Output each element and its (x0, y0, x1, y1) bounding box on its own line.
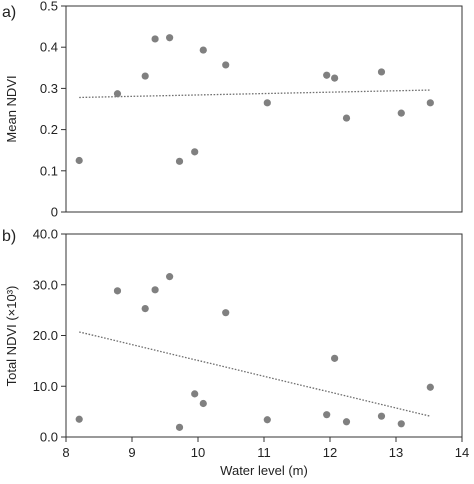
data-point (263, 99, 271, 107)
data-point (323, 71, 331, 79)
y-tick-label: 0.0 (40, 430, 58, 445)
points-b (75, 273, 434, 431)
y-ticks-a: 0 0.1 0.2 0.3 0.4 0.5 (40, 0, 66, 220)
plot-frame-b (65, 233, 463, 438)
y-tick-label: 0.5 (40, 0, 58, 14)
data-point (199, 399, 207, 408)
data-point (222, 309, 230, 317)
x-ticks-b: 8 9 10 11 12 13 14 (62, 437, 469, 460)
data-point (377, 68, 386, 76)
y-axis-label-b: Total NDVI (×10³) (4, 286, 19, 387)
data-point (166, 34, 174, 42)
y-tick-label: 0.2 (40, 122, 58, 137)
data-point (141, 305, 149, 313)
y-tick-label: 20.0 (33, 328, 58, 343)
trend-line (79, 89, 431, 99)
x-tick-label: 11 (257, 445, 271, 460)
data-point (191, 390, 199, 398)
y-ticks-b: 0.0 10.0 20.0 30.0 40.0 (33, 227, 66, 445)
trend-line (79, 331, 431, 417)
data-point (263, 416, 271, 424)
data-point (151, 286, 159, 294)
x-tick-label: 8 (62, 445, 69, 460)
y-tick-label: 40.0 (33, 227, 58, 242)
data-point (175, 423, 184, 431)
data-point (426, 99, 434, 107)
data-point (75, 415, 83, 423)
x-tick-label: 9 (128, 445, 135, 460)
data-point (331, 354, 339, 362)
data-point (323, 411, 331, 419)
data-point (113, 90, 122, 98)
panel-label-a: a) (2, 4, 16, 21)
data-point (175, 157, 184, 165)
x-tick-label: 10 (191, 445, 205, 460)
y-axis-label-a: Mean NDVI (4, 75, 19, 142)
y-tick-label: 0 (51, 205, 58, 220)
points-a (75, 34, 434, 165)
plot-frame-a (65, 5, 463, 213)
panel-b-total-ndvi: b) Total NDVI (×10³) 0.0 10.0 20.0 30.0 40.0… (2, 227, 469, 479)
data-point (113, 287, 122, 295)
data-point (141, 72, 149, 80)
y-tick-label: 0.4 (40, 40, 58, 55)
trendline-a (79, 89, 431, 99)
y-tick-label: 10.0 (33, 379, 58, 394)
data-point (222, 61, 230, 69)
x-tick-label: 12 (323, 445, 337, 460)
y-tick-label: 0.3 (40, 81, 58, 96)
x-axis-label: Water level (m) (220, 463, 308, 478)
y-tick-label: 0.1 (40, 163, 58, 178)
data-point (331, 74, 339, 82)
y-tick-label: 30.0 (33, 277, 58, 292)
x-tick-label: 13 (389, 445, 403, 460)
data-point (397, 109, 405, 117)
data-point (397, 420, 405, 428)
x-tick-label: 14 (455, 445, 469, 460)
data-point (151, 35, 159, 43)
panel-label-b: b) (2, 228, 16, 245)
panel-a-mean-ndvi: a) Mean NDVI 0 0.1 0.2 0.3 0.4 0.5 (2, 0, 463, 220)
data-point (166, 273, 174, 281)
data-point (75, 156, 83, 165)
data-point (426, 383, 434, 391)
data-point (199, 46, 207, 54)
data-point (342, 114, 351, 122)
data-point (342, 418, 351, 426)
data-point (377, 412, 386, 420)
trendline-b (79, 331, 431, 417)
data-point (191, 148, 199, 156)
